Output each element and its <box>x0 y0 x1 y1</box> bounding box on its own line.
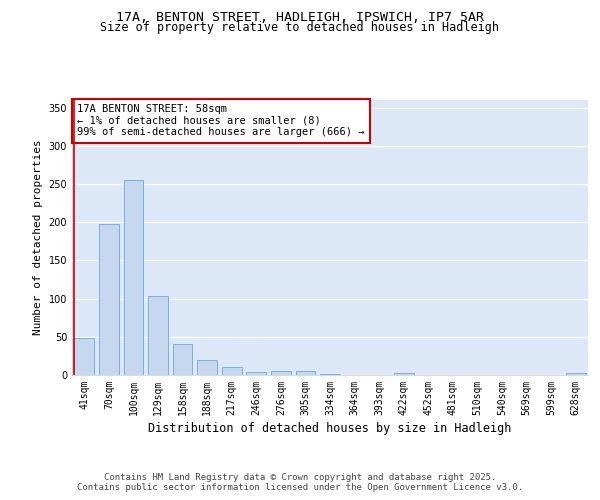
Text: 17A BENTON STREET: 58sqm
← 1% of detached houses are smaller (8)
99% of semi-det: 17A BENTON STREET: 58sqm ← 1% of detache… <box>77 104 365 138</box>
Bar <box>124 180 143 375</box>
Bar <box>394 372 413 375</box>
Bar <box>271 371 290 375</box>
Text: Size of property relative to detached houses in Hadleigh: Size of property relative to detached ho… <box>101 21 499 34</box>
Bar <box>197 360 217 375</box>
Y-axis label: Number of detached properties: Number of detached properties <box>33 140 43 336</box>
X-axis label: Distribution of detached houses by size in Hadleigh: Distribution of detached houses by size … <box>148 422 512 435</box>
Text: Contains HM Land Registry data © Crown copyright and database right 2025.
Contai: Contains HM Land Registry data © Crown c… <box>77 473 523 492</box>
Bar <box>99 224 119 375</box>
Text: 17A, BENTON STREET, HADLEIGH, IPSWICH, IP7 5AR: 17A, BENTON STREET, HADLEIGH, IPSWICH, I… <box>116 11 484 24</box>
Bar <box>247 372 266 375</box>
Bar <box>296 371 315 375</box>
Bar <box>148 296 168 375</box>
Bar <box>173 344 193 375</box>
Bar <box>566 372 586 375</box>
Bar <box>74 338 94 375</box>
Bar <box>222 368 242 375</box>
Bar <box>320 374 340 375</box>
